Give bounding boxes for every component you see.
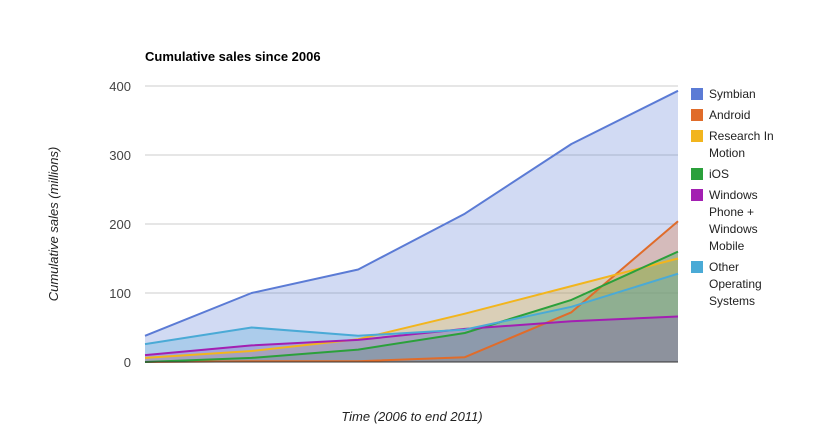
legend-label: Windows Phone + Windows Mobile	[709, 188, 758, 253]
legend-swatch	[691, 130, 703, 142]
legend-label: Symbian	[709, 87, 756, 101]
legend-label: Android	[709, 108, 750, 122]
area-android	[145, 221, 678, 362]
legend-swatch	[691, 168, 703, 180]
legend: Symbian Android Research In Motion iOS Window…	[691, 87, 774, 308]
area-windows-phone-windows-mobile	[145, 316, 678, 362]
line-other-operating-systems	[144, 272, 679, 346]
x-axis-label: Time (2006 to end 2011)	[341, 409, 482, 424]
area-ios	[145, 251, 678, 362]
legend-swatch	[691, 261, 703, 273]
legend-label: Other Operating Systems	[709, 260, 762, 308]
legend-label: Research In Motion	[709, 129, 774, 160]
line-research-in-motion	[144, 257, 679, 359]
legend-swatch	[691, 189, 703, 201]
y-axis-ticks: 0 100 200 300 400	[109, 79, 131, 370]
series-lines	[144, 89, 679, 363]
legend-swatch	[691, 109, 703, 121]
legend-item: Windows Phone + Windows Mobile	[691, 188, 758, 253]
area-other-operating-systems	[145, 273, 678, 362]
legend-item: iOS	[691, 167, 729, 181]
line-ios	[144, 250, 679, 363]
legend-item: Other Operating Systems	[691, 260, 762, 308]
series-areas	[145, 90, 678, 363]
y-tick-label: 200	[109, 217, 131, 232]
line-symbian	[144, 89, 679, 337]
y-tick-label: 100	[109, 286, 131, 301]
gridlines	[145, 85, 678, 294]
legend-label: iOS	[709, 167, 729, 181]
line-windows-phone-windows-mobile	[144, 315, 679, 357]
y-axis-label: Cumulative sales (millions)	[46, 147, 61, 302]
legend-item: Symbian	[691, 87, 756, 101]
legend-item: Android	[691, 108, 750, 122]
legend-item: Research In Motion	[691, 129, 774, 160]
y-tick-label: 400	[109, 79, 131, 94]
legend-swatch	[691, 88, 703, 100]
y-tick-label: 0	[124, 355, 131, 370]
y-tick-label: 300	[109, 148, 131, 163]
area-research-in-motion	[145, 258, 678, 362]
chart-title: Cumulative sales since 2006	[145, 49, 321, 64]
line-android	[144, 220, 679, 363]
area-symbian	[145, 90, 678, 363]
